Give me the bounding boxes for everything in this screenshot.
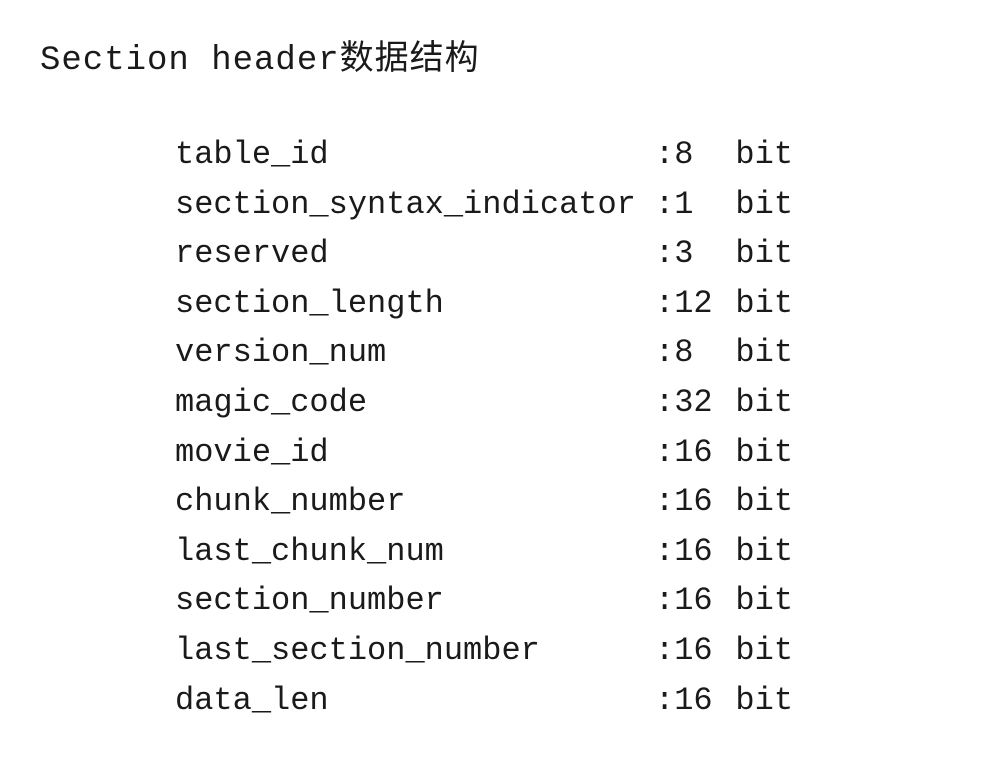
field-colon: : — [655, 130, 674, 180]
field-bits: 16 — [674, 626, 716, 676]
field-colon: : — [655, 180, 674, 230]
field-unit: bit — [716, 626, 793, 676]
field-bits: 16 — [674, 428, 716, 478]
field-unit: bit — [716, 428, 793, 478]
field-bits: 16 — [674, 576, 716, 626]
field-name: version_num — [175, 328, 655, 378]
field-bits: 1 — [674, 180, 716, 230]
field-name: section_syntax_indicator — [175, 180, 655, 230]
field-row: section_length:12 bit — [175, 279, 959, 329]
field-row: last_chunk_num:16 bit — [175, 527, 959, 577]
field-colon: : — [655, 676, 674, 726]
field-unit: bit — [716, 527, 793, 577]
field-row: data_len:16 bit — [175, 676, 959, 726]
field-bits: 16 — [674, 676, 716, 726]
field-row: table_id:8 bit — [175, 130, 959, 180]
field-list: table_id:8 bitsection_syntax_indicator:1… — [40, 130, 959, 725]
field-name: section_length — [175, 279, 655, 329]
field-row: section_number:16 bit — [175, 576, 959, 626]
field-name: magic_code — [175, 378, 655, 428]
field-unit: bit — [716, 130, 793, 180]
field-row: last_section_number:16 bit — [175, 626, 959, 676]
section-title: Section header数据结构 — [40, 30, 959, 80]
field-bits: 16 — [674, 477, 716, 527]
field-unit: bit — [716, 378, 793, 428]
field-colon: : — [655, 378, 674, 428]
field-row: version_num:8 bit — [175, 328, 959, 378]
field-unit: bit — [716, 279, 793, 329]
field-unit: bit — [716, 229, 793, 279]
field-unit: bit — [716, 180, 793, 230]
field-unit: bit — [716, 477, 793, 527]
field-name: last_section_number — [175, 626, 655, 676]
field-colon: : — [655, 527, 674, 577]
field-colon: : — [655, 428, 674, 478]
field-name: section_number — [175, 576, 655, 626]
field-unit: bit — [716, 676, 793, 726]
field-name: reserved — [175, 229, 655, 279]
field-bits: 3 — [674, 229, 716, 279]
field-colon: : — [655, 279, 674, 329]
field-name: chunk_number — [175, 477, 655, 527]
field-colon: : — [655, 328, 674, 378]
field-colon: : — [655, 576, 674, 626]
field-bits: 32 — [674, 378, 716, 428]
field-bits: 12 — [674, 279, 716, 329]
field-bits: 8 — [674, 328, 716, 378]
field-row: section_syntax_indicator:1 bit — [175, 180, 959, 230]
field-name: last_chunk_num — [175, 527, 655, 577]
field-row: chunk_number:16 bit — [175, 477, 959, 527]
field-bits: 8 — [674, 130, 716, 180]
field-unit: bit — [716, 576, 793, 626]
field-name: movie_id — [175, 428, 655, 478]
field-name: data_len — [175, 676, 655, 726]
field-row: movie_id:16 bit — [175, 428, 959, 478]
field-colon: : — [655, 229, 674, 279]
field-row: magic_code:32 bit — [175, 378, 959, 428]
field-colon: : — [655, 477, 674, 527]
field-unit: bit — [716, 328, 793, 378]
field-colon: : — [655, 626, 674, 676]
field-name: table_id — [175, 130, 655, 180]
field-bits: 16 — [674, 527, 716, 577]
field-row: reserved:3 bit — [175, 229, 959, 279]
